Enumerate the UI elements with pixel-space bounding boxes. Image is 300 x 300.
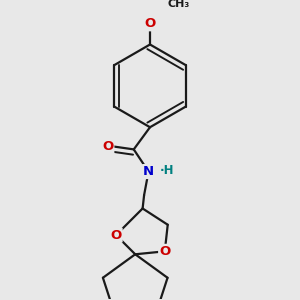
Text: CH₃: CH₃: [168, 0, 190, 9]
Text: O: O: [110, 229, 122, 242]
Text: N: N: [143, 165, 154, 178]
Text: O: O: [159, 245, 170, 258]
Text: O: O: [144, 17, 156, 30]
Text: ·H: ·H: [160, 164, 174, 177]
Text: O: O: [102, 140, 113, 153]
